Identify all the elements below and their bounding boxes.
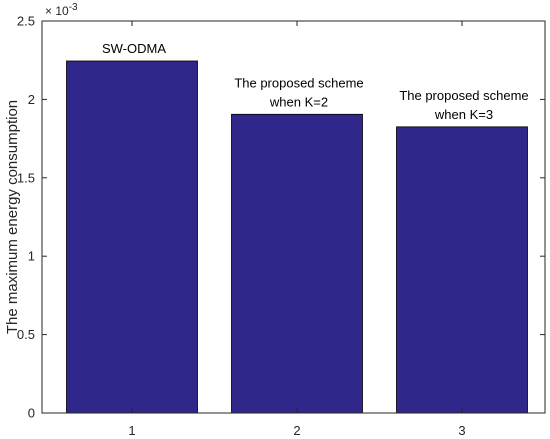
y-tick-label-4: 2 <box>28 92 35 107</box>
bar-annotation-1-line-1: SW-ODMA <box>102 41 166 56</box>
bar-annotation-3-line-1: The proposed scheme <box>399 88 528 103</box>
bar-annotation-2-line-1: The proposed scheme <box>234 75 363 90</box>
bars-group <box>66 60 528 414</box>
y-axis: 0 0.5 1 1.5 2 2.5 <box>17 14 545 421</box>
bar-3 <box>396 126 528 414</box>
bar-annotation-2-line-2: when K=2 <box>269 94 328 109</box>
x-axis: 1 2 3 <box>128 21 466 438</box>
bar-annotation-3-line-2: when K=3 <box>434 107 493 122</box>
bar-annotations: SW-ODMA The proposed scheme when K=2 The pr… <box>102 41 529 122</box>
y-axis-exponent: × 10-3 <box>45 2 78 18</box>
bar-2 <box>231 113 363 414</box>
y-tick-label-1: 0.5 <box>17 327 35 342</box>
bar-1 <box>66 60 198 414</box>
x-tick-label-3: 3 <box>458 423 465 438</box>
axes-box <box>41 20 546 414</box>
x-tick-label-2: 2 <box>293 423 300 438</box>
y-tick-label-0: 0 <box>28 406 35 421</box>
y-tick-label-3: 1.5 <box>17 170 35 185</box>
y-tick-label-2: 1 <box>28 249 35 264</box>
y-axis-label: The maximum energy consumption <box>4 100 21 334</box>
x-tick-label-1: 1 <box>128 423 135 438</box>
y-tick-label-5: 2.5 <box>17 14 35 29</box>
